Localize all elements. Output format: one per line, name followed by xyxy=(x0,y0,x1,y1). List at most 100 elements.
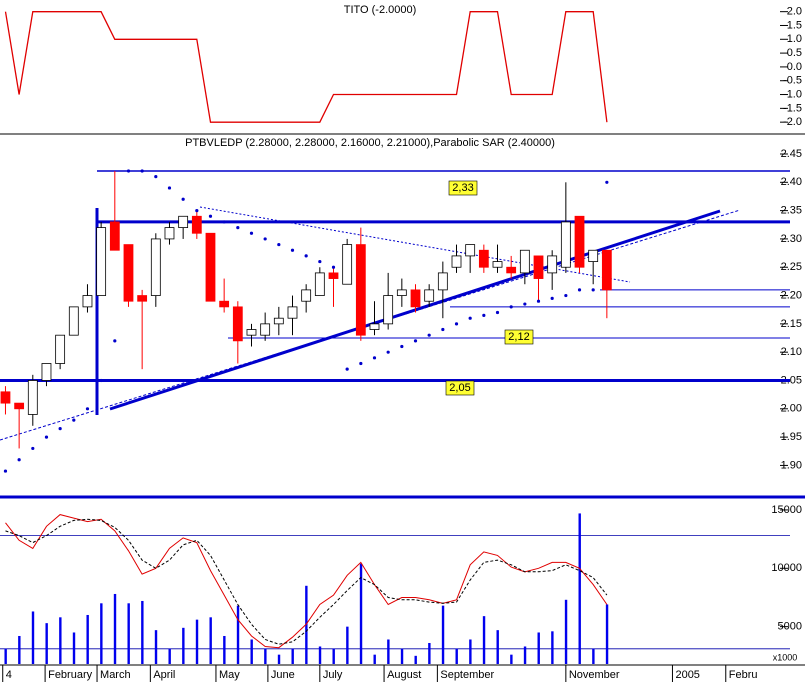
volume-bar xyxy=(100,603,103,664)
volume-bar xyxy=(4,648,7,664)
y-tick-label: 1.5 xyxy=(787,19,802,31)
volume-bar xyxy=(359,563,363,664)
candle-body xyxy=(451,255,462,268)
volume-bar xyxy=(523,646,527,664)
candle-body xyxy=(355,244,366,336)
y-tick-label: 2.25 xyxy=(781,261,802,273)
x-tick-label: Febru xyxy=(729,669,758,681)
candle-body xyxy=(191,215,202,234)
sar-dot xyxy=(359,361,363,366)
oscillator-line xyxy=(5,518,608,645)
chart-title: TITO (-2.0000) xyxy=(344,4,417,16)
y-tick-label: -0.5 xyxy=(783,75,802,87)
candle-body xyxy=(506,266,517,274)
sar-dot xyxy=(318,259,322,264)
candle-body xyxy=(0,391,11,404)
annotation: 2,33 xyxy=(452,182,473,194)
y-tick-label: 15000 xyxy=(771,504,802,516)
volume-bar xyxy=(496,630,499,664)
candle-body xyxy=(465,244,476,257)
candle-body xyxy=(383,295,394,325)
sar-dot xyxy=(345,367,349,371)
sar-dot xyxy=(99,378,103,383)
sar-dot xyxy=(72,418,76,422)
y-tick-label: 2.05 xyxy=(781,374,802,386)
candle-body xyxy=(314,272,325,296)
volume-bar xyxy=(537,632,540,664)
volume-bar xyxy=(305,585,308,664)
sar-dot xyxy=(605,180,609,184)
annotation-box xyxy=(504,329,534,345)
sar-dot xyxy=(3,469,8,473)
x-tick-label: 4 xyxy=(6,669,12,681)
sar-dot xyxy=(468,316,472,320)
y-tick-label: 1.95 xyxy=(781,431,802,443)
sar-dot xyxy=(482,313,486,317)
x-tick-label: February xyxy=(48,669,93,681)
candle-body xyxy=(164,227,175,240)
sar-dot xyxy=(195,209,199,213)
sar-dot xyxy=(372,356,377,360)
sar-dot xyxy=(577,288,582,292)
sar-dot xyxy=(290,248,295,252)
candle-body xyxy=(109,221,120,251)
sar-dot xyxy=(591,288,595,292)
candle-body xyxy=(519,249,530,274)
candle-body xyxy=(588,249,599,262)
candle-body xyxy=(41,363,52,381)
candle-body xyxy=(601,249,612,291)
annotation: 2,12 xyxy=(508,331,529,343)
chart-title: PTBVLEDP (2.28000, 2.28000, 2.16000, 2.2… xyxy=(185,137,555,149)
y-tick-label: -1.5 xyxy=(783,102,802,114)
sar-dot xyxy=(386,350,390,354)
volume-bar xyxy=(168,648,171,664)
x-tick-label: August xyxy=(387,669,421,681)
y-tick-label: 10000 xyxy=(771,562,802,574)
candle-body xyxy=(219,300,230,308)
sar-dot xyxy=(222,220,226,224)
sar-dot xyxy=(17,458,21,462)
volume-bar xyxy=(72,632,76,664)
sar-dot xyxy=(550,296,554,300)
candle-body xyxy=(246,329,257,336)
volume-bar xyxy=(264,648,267,664)
annotation: 2,05 xyxy=(449,382,470,394)
candle-body xyxy=(560,221,571,268)
annotation-box xyxy=(448,180,478,196)
sar-dot xyxy=(113,339,117,343)
sar-dot xyxy=(31,446,35,451)
candle-body xyxy=(123,244,134,302)
volume-bar xyxy=(318,646,322,664)
candle-body xyxy=(301,289,312,302)
candle-body xyxy=(369,323,380,330)
candle-body xyxy=(574,215,585,268)
sar-dot xyxy=(495,310,500,315)
candle-body xyxy=(533,255,544,279)
x-tick-label: July xyxy=(323,669,343,681)
annotation-box xyxy=(445,380,475,396)
sar-dot xyxy=(236,225,240,230)
volume-bar xyxy=(250,639,253,664)
candle-body xyxy=(178,215,189,228)
y-tick-label: 2.00 xyxy=(781,403,802,415)
sar-dot xyxy=(454,322,459,326)
volume-bar xyxy=(45,623,48,664)
volume-bar xyxy=(482,616,486,664)
sar-dot xyxy=(331,265,336,269)
y-tick-label: 2.30 xyxy=(781,233,802,245)
volume-bar xyxy=(18,635,21,664)
volume-bar xyxy=(86,614,89,664)
sar-dot xyxy=(58,427,62,431)
volume-bar xyxy=(31,611,35,664)
volume-bar xyxy=(578,513,581,664)
volume-bar xyxy=(113,593,117,664)
sar-dot xyxy=(140,169,144,173)
sar-dot xyxy=(564,293,568,298)
candle-body xyxy=(232,306,243,342)
volume-bar xyxy=(428,642,431,664)
sar-dot xyxy=(44,435,49,439)
candle-body xyxy=(260,323,271,336)
candle-body xyxy=(410,289,421,308)
volume-bar xyxy=(277,654,281,664)
